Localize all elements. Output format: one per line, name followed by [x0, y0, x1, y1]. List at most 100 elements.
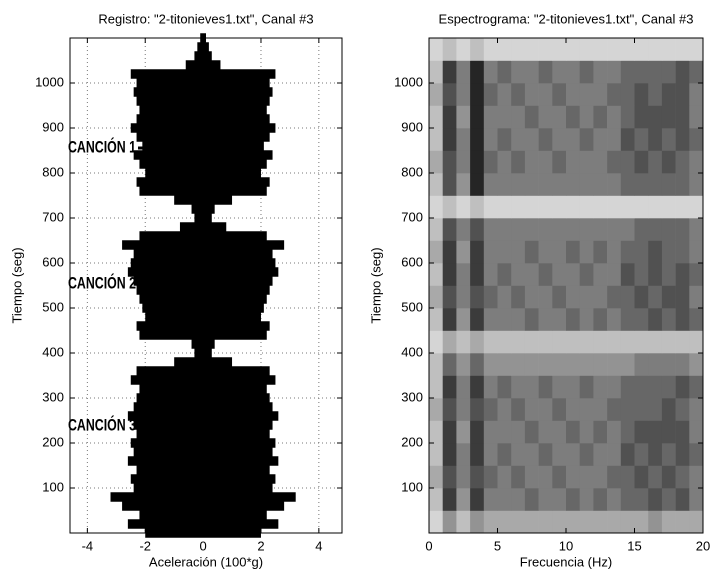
spectrogram-cell: [675, 488, 690, 511]
spectrogram-cell: [470, 263, 485, 286]
spectrogram-cell: [661, 173, 676, 196]
spectrogram-cell: [634, 375, 649, 399]
spectrogram-cell: [538, 398, 553, 421]
spectrogram-cell: [648, 510, 663, 534]
y-tick-label: 700: [42, 209, 64, 224]
spectrogram-cell: [634, 308, 649, 331]
y-tick-label: 100: [401, 479, 423, 494]
spectrogram-cell: [429, 218, 443, 241]
spectrogram-cell: [689, 353, 704, 376]
spectrogram-cell: [661, 510, 676, 534]
spectrogram-cell: [593, 240, 608, 264]
spectrogram-cell: [675, 308, 690, 331]
spectrogram-cell: [620, 375, 635, 399]
spectrogram-cell: [456, 465, 471, 489]
x-tick-label: 5: [494, 538, 501, 553]
spectrogram-cell: [593, 263, 608, 286]
spectrogram-cell: [483, 263, 498, 286]
spectrogram-cell: [675, 285, 690, 309]
spectrogram-cell: [648, 60, 663, 84]
spectrogram-cell: [511, 263, 526, 286]
spectrogram-cell: [593, 443, 608, 466]
y-tick-label: 600: [42, 254, 64, 269]
spectrogram-cell: [648, 375, 663, 399]
spectrogram-cell: [620, 488, 635, 511]
spectrogram-cell: [552, 150, 567, 174]
spectrogram-cell: [675, 105, 690, 129]
spectrogram-cell: [634, 420, 649, 444]
spectrogram-cell: [524, 330, 539, 354]
spectrogram-cell: [497, 285, 512, 309]
spectrogram-cell: [634, 240, 649, 264]
spectrogram-cell: [675, 465, 690, 489]
spectrogram-cell: [483, 173, 498, 196]
spectrogram-cell: [566, 375, 580, 399]
spectrogram-cell: [456, 488, 471, 511]
spectrogram-cell: [497, 195, 512, 219]
spectrogram-cell: [675, 420, 690, 444]
spectrogram-cell: [456, 173, 471, 196]
y-tick-label: 800: [401, 164, 423, 179]
spectrogram-cell: [497, 240, 512, 264]
spectrogram-cell: [538, 263, 553, 286]
spectrogram-cell: [620, 105, 635, 129]
spectrogram-cell: [593, 128, 608, 151]
spectrogram-cell: [497, 398, 512, 421]
spectrogram-cell: [620, 240, 635, 264]
spectrogram-cell: [524, 510, 539, 534]
spectrogram-cell: [470, 105, 485, 129]
spectrogram-cell: [566, 443, 580, 466]
spectrogram-cell: [648, 465, 663, 489]
spectrogram-cell: [442, 330, 457, 354]
spectrogram-cell: [456, 510, 471, 534]
spectrogram-cell: [620, 128, 635, 151]
spectrogram-cell: [483, 285, 498, 309]
y-tick-label: 400: [42, 344, 64, 359]
spectrogram-cell: [675, 83, 690, 106]
spectrogram-cell: [483, 465, 498, 489]
spectrogram-cell: [442, 128, 457, 151]
spectrogram-cell: [620, 195, 635, 219]
spectrogram-cell: [552, 375, 567, 399]
spectrogram-cell: [689, 263, 704, 286]
chart-title: Registro: "2-titonieves1.txt", Canal #3: [98, 11, 313, 26]
spectrogram-cell: [607, 488, 622, 511]
spectrogram-cell: [552, 510, 567, 534]
spectrogram-cell: [579, 375, 594, 399]
spectrogram-cell: [593, 353, 608, 376]
spectrogram-cell: [607, 195, 622, 219]
spectrogram-cell: [552, 443, 567, 466]
spectrogram-cell: [607, 398, 622, 421]
spectrogram-cell: [661, 285, 676, 309]
spectrogram-cell: [675, 195, 690, 219]
spectrogram-cell: [661, 353, 676, 376]
spectrogram-cell: [620, 218, 635, 241]
spectrogram-cell: [470, 128, 485, 151]
spectrogram-cell: [661, 488, 676, 511]
spectrogram-cell: [634, 353, 649, 376]
spectrogram-cell: [552, 38, 567, 61]
spectrogram-cell: [593, 60, 608, 84]
spectrogram-cell: [456, 285, 471, 309]
spectrogram-cell: [607, 150, 622, 174]
spectrogram-cell: [607, 285, 622, 309]
spectrogram-cell: [483, 128, 498, 151]
spectrogram-cell: [566, 510, 580, 534]
spectrogram-cell: [689, 60, 704, 84]
y-tick-label: 500: [401, 299, 423, 314]
spectrogram-cell: [497, 420, 512, 444]
spectrogram-cell: [566, 173, 580, 196]
spectrogram-cell: [620, 38, 635, 61]
spectrogram-cell: [579, 105, 594, 129]
spectrogram-cell: [538, 420, 553, 444]
y-tick-label: 700: [401, 209, 423, 224]
spectrogram-cell: [620, 173, 635, 196]
spectrogram-cell: [456, 375, 471, 399]
spectrogram-cell: [497, 218, 512, 241]
spectrogram-cell: [470, 330, 485, 354]
spectrogram-cell: [429, 375, 443, 399]
spectrogram-cell: [429, 488, 443, 511]
spectrogram-cell: [429, 443, 443, 466]
spectrogram-cell: [634, 195, 649, 219]
y-axis-label: Tiempo (seg): [9, 247, 24, 323]
